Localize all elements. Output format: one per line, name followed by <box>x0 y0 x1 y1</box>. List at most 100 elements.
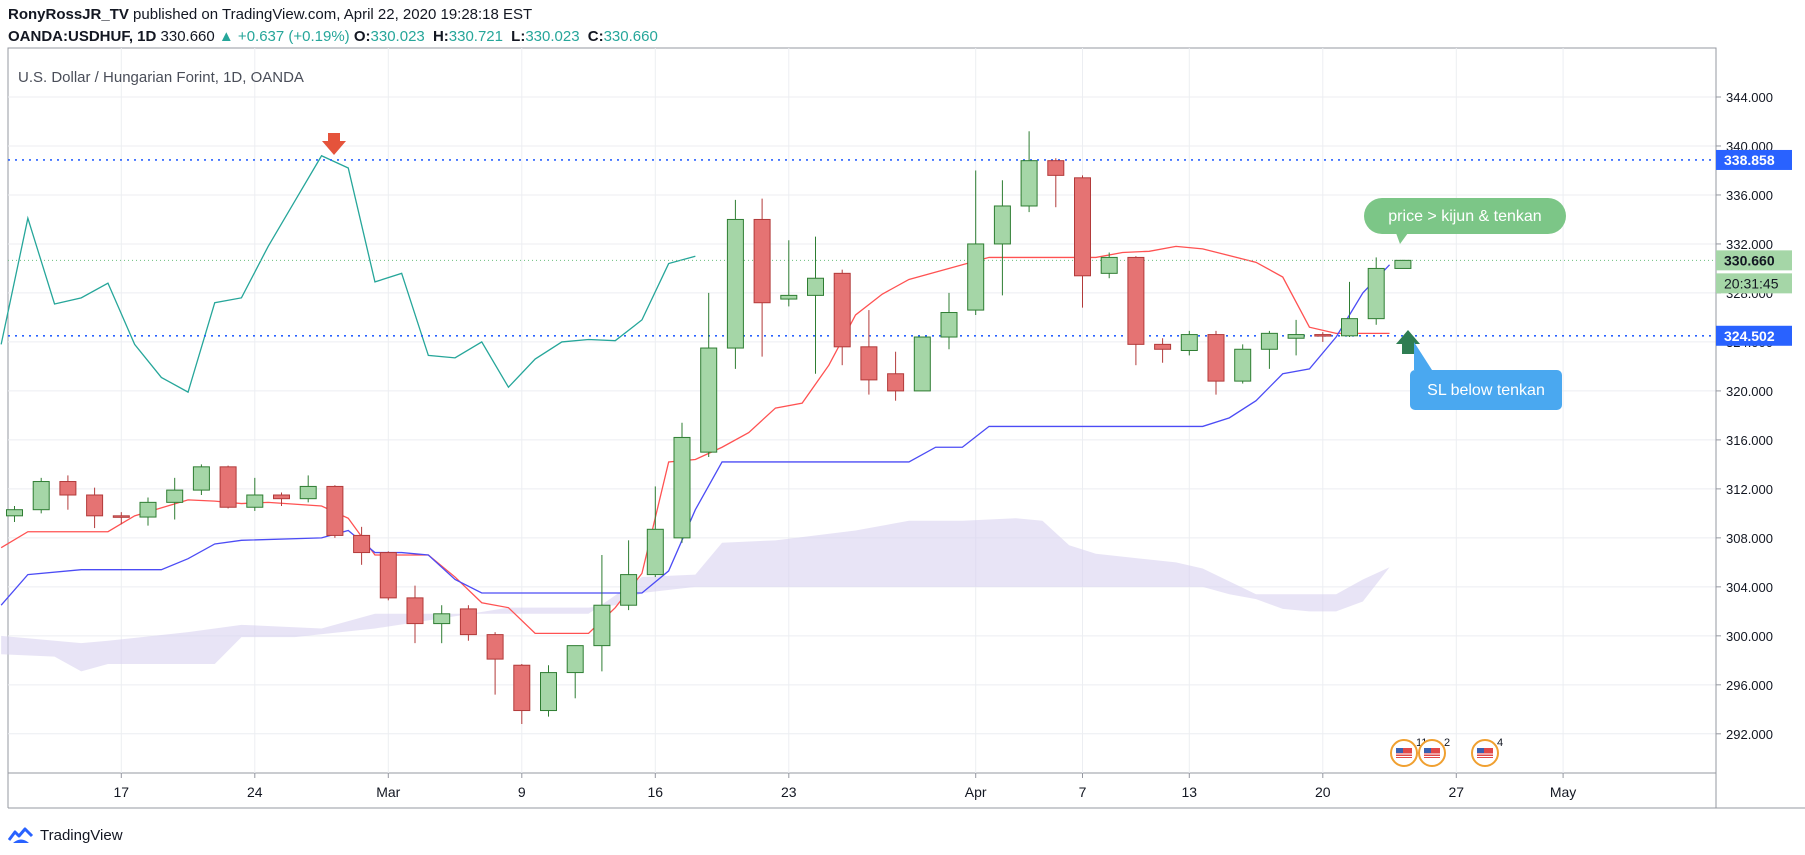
candle-bearish <box>59 475 77 510</box>
countdown-label: 20:31:45 <box>1724 275 1779 291</box>
down-arrow-icon <box>322 133 346 155</box>
candle-bearish <box>353 526 371 565</box>
candle-body <box>833 272 851 348</box>
price-level-tag <box>1716 250 1792 271</box>
candle-bullish <box>1394 259 1412 269</box>
high-value: 330.721 <box>448 28 503 45</box>
candle-body <box>326 485 344 536</box>
y-tick-label: 292.000 <box>1726 727 1773 742</box>
x-tick-label: 13 <box>1182 784 1198 800</box>
blue-callout-box <box>1410 370 1562 410</box>
y-tick-label: 304.000 <box>1726 580 1773 595</box>
y-tick-label: 308.000 <box>1726 531 1773 546</box>
economic-event-icon[interactable]: 11 <box>1390 737 1427 767</box>
green-callout-text: price > kijun & tenkan <box>1388 208 1541 225</box>
candle-bullish <box>620 540 638 611</box>
candle-body <box>807 277 824 296</box>
economic-event-icon[interactable]: 4 <box>1471 737 1503 767</box>
candle-body <box>593 604 611 647</box>
candle-body <box>566 645 584 674</box>
x-tick-label: Mar <box>376 784 400 800</box>
open-value: 330.023 <box>370 28 425 45</box>
y-tick-label: 312.000 <box>1726 482 1773 497</box>
us-flag-canton <box>1396 748 1403 753</box>
candle-bearish <box>860 310 878 395</box>
low-value: 330.023 <box>525 28 580 45</box>
candle-body <box>646 528 664 576</box>
candle-body <box>219 466 237 508</box>
candle-body <box>433 613 451 625</box>
candle-body <box>379 552 397 599</box>
candle-body <box>780 294 798 300</box>
candle-body <box>1100 256 1118 274</box>
candle-bullish <box>1367 257 1385 325</box>
candle-body <box>1074 177 1091 277</box>
candle-body <box>1020 160 1038 207</box>
candle-body <box>993 205 1011 245</box>
chart-canvas[interactable]: 344.000340.000336.000332.000328.000324.0… <box>0 0 1805 820</box>
y-tick-label: 332.000 <box>1726 237 1773 252</box>
candle-body <box>139 501 157 518</box>
open-label: O: <box>353 28 371 45</box>
candle-bearish <box>379 551 397 601</box>
candle-body <box>1287 334 1305 339</box>
price-change: ▲ +0.637 (+0.19%) <box>218 28 350 45</box>
green-callout-pointer <box>1396 233 1408 244</box>
candle-body <box>940 312 958 338</box>
us-flag-canton <box>1477 748 1484 753</box>
candle-bullish <box>1287 319 1305 356</box>
candle-bullish <box>700 292 718 458</box>
candle-body <box>1314 334 1332 337</box>
candles <box>6 131 1412 725</box>
candle-body <box>860 346 878 381</box>
green-callout-box <box>1364 198 1566 234</box>
candle-bearish <box>406 585 424 644</box>
candle-bullish <box>993 180 1011 296</box>
candle-body <box>1367 267 1385 320</box>
x-tick-label: 24 <box>247 784 263 800</box>
x-tick-label: 7 <box>1079 784 1087 800</box>
candle-body <box>246 494 264 508</box>
candle-bullish <box>646 486 664 578</box>
candle-body <box>753 218 771 304</box>
economic-event-icon[interactable]: 2 <box>1418 737 1450 767</box>
publish-line: RonyRossJR_TV published on TradingView.c… <box>8 6 532 23</box>
price-level-label: 324.502 <box>1724 328 1775 344</box>
candle-body <box>353 534 371 554</box>
y-tick-label: 296.000 <box>1726 678 1773 693</box>
candle-body <box>1394 259 1412 269</box>
chikou-span-line <box>0 154 696 394</box>
us-flag-icon <box>1424 748 1440 758</box>
candle-bearish <box>86 487 104 529</box>
candle-bearish <box>486 632 504 695</box>
candle-bullish <box>780 240 798 307</box>
candle-body <box>273 494 290 500</box>
candle-body <box>1180 334 1198 351</box>
y-tick-label: 300.000 <box>1726 629 1773 644</box>
footer-brand[interactable]: TradingView <box>8 826 123 844</box>
event-count-label: 4 <box>1497 737 1503 749</box>
brand-name: TradingView <box>40 826 123 844</box>
kijun-sen-line <box>0 264 1391 606</box>
candle-body <box>1154 343 1172 350</box>
candle-bearish <box>1127 256 1145 366</box>
candle-bearish <box>112 512 130 525</box>
blue-callout-text: SL below tenkan <box>1427 382 1545 399</box>
price-level-label: 330.660 <box>1724 252 1775 268</box>
published-text: published on TradingView.com, April 22, … <box>133 6 533 23</box>
candle-body <box>32 481 50 511</box>
candle-bullish <box>139 497 157 526</box>
ichimoku-cloud <box>1 518 1390 672</box>
candle-body <box>486 634 504 660</box>
candle-bullish <box>540 665 557 717</box>
candle-bullish <box>913 336 931 392</box>
candle-body <box>1127 256 1145 345</box>
candle-body <box>913 336 931 392</box>
candle-bullish <box>433 605 451 644</box>
price-level-label: 338.858 <box>1724 152 1775 168</box>
author-name[interactable]: RonyRossJR_TV <box>8 6 129 23</box>
candle-bearish <box>1314 332 1332 342</box>
candle-bearish <box>1154 338 1172 363</box>
candle-bearish <box>833 269 851 366</box>
close-label: C: <box>587 28 604 45</box>
